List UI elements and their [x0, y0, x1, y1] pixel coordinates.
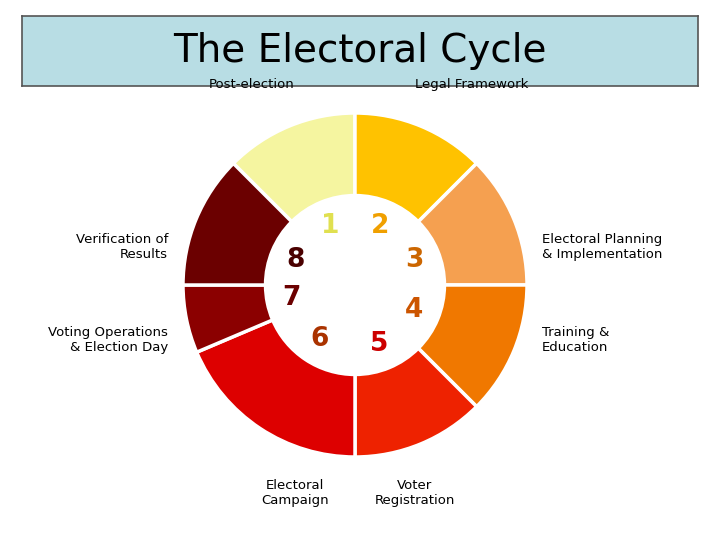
Text: Voter
Registration: Voter Registration [375, 479, 455, 507]
Text: 4: 4 [405, 296, 423, 322]
Circle shape [266, 195, 444, 374]
Wedge shape [233, 113, 355, 222]
Text: 1: 1 [321, 213, 340, 239]
Text: Electoral Planning
& Implementation: Electoral Planning & Implementation [542, 233, 662, 261]
Text: 6: 6 [310, 326, 328, 352]
Text: Electoral
Campaign: Electoral Campaign [261, 479, 329, 507]
Wedge shape [355, 348, 477, 457]
Wedge shape [183, 164, 292, 285]
Text: 3: 3 [405, 247, 423, 273]
Text: The Electoral Cycle: The Electoral Cycle [174, 32, 546, 70]
Text: 5: 5 [371, 332, 389, 357]
Wedge shape [183, 285, 273, 352]
Text: Verification of
Results: Verification of Results [76, 233, 168, 261]
Text: 7: 7 [283, 285, 301, 311]
Text: Post-election: Post-election [210, 78, 295, 91]
Text: Training &
Education: Training & Education [542, 326, 609, 354]
Text: 8: 8 [287, 247, 305, 273]
Wedge shape [418, 285, 527, 407]
Wedge shape [418, 164, 527, 285]
Text: Legal Framework: Legal Framework [415, 78, 528, 91]
Text: 2: 2 [371, 213, 389, 239]
Text: Voting Operations
& Election Day: Voting Operations & Election Day [48, 326, 168, 354]
Wedge shape [197, 320, 355, 457]
Wedge shape [355, 113, 477, 222]
